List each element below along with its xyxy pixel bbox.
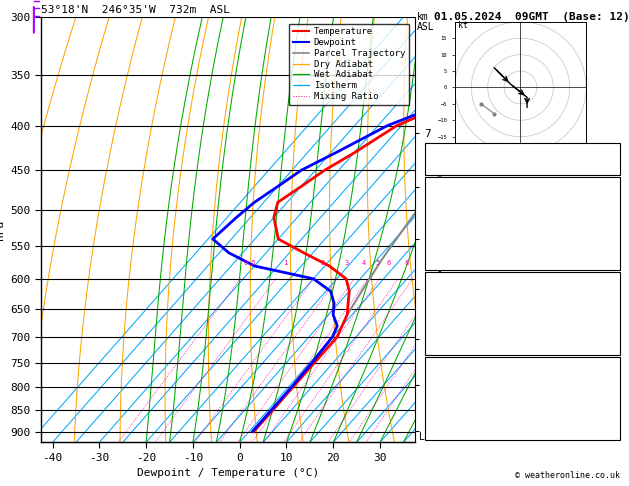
Legend: Temperature, Dewpoint, Parcel Trajectory, Dry Adiabat, Wet Adiabat, Isotherm, Mi: Temperature, Dewpoint, Parcel Trajectory… — [289, 24, 409, 104]
Text: StmDir: StmDir — [428, 386, 463, 396]
Text: 0: 0 — [611, 236, 616, 245]
Text: 4: 4 — [611, 301, 616, 311]
Text: Pressure (mb): Pressure (mb) — [428, 282, 504, 292]
Text: Lifted Index: Lifted Index — [428, 216, 498, 226]
Text: θₑ (K): θₑ (K) — [428, 292, 463, 301]
Text: ASL: ASL — [416, 22, 434, 32]
Text: 0.7: 0.7 — [599, 197, 616, 207]
Text: 0.8: 0.8 — [599, 187, 616, 197]
Text: kt: kt — [458, 21, 468, 31]
Text: 299: 299 — [599, 292, 616, 301]
Text: CIN (J): CIN (J) — [428, 321, 469, 330]
Text: 6: 6 — [386, 260, 391, 266]
Text: 74: 74 — [604, 377, 616, 386]
Text: 8: 8 — [611, 396, 616, 406]
Text: 1.07: 1.07 — [593, 165, 616, 174]
Text: StmSpd (kt): StmSpd (kt) — [428, 396, 493, 406]
Text: © weatheronline.co.uk: © weatheronline.co.uk — [515, 471, 620, 480]
Text: 1: 1 — [283, 260, 287, 266]
Y-axis label: Mixing Ratio (g/kg): Mixing Ratio (g/kg) — [437, 174, 447, 285]
Text: 5: 5 — [375, 260, 379, 266]
Text: km: km — [416, 12, 428, 22]
Text: 0: 0 — [611, 321, 616, 330]
Text: Dewp (°C): Dewp (°C) — [428, 197, 481, 207]
Y-axis label: hPa: hPa — [0, 220, 4, 240]
Text: 48: 48 — [604, 155, 616, 164]
Text: 20: 20 — [604, 144, 616, 154]
Text: 292: 292 — [599, 207, 616, 216]
Text: θₑ(K): θₑ(K) — [428, 207, 457, 216]
Text: K: K — [428, 144, 433, 154]
Text: Totals Totals: Totals Totals — [428, 155, 504, 164]
Text: PW (cm): PW (cm) — [428, 165, 469, 174]
Text: Hodograph: Hodograph — [496, 358, 548, 368]
Text: Surface: Surface — [501, 178, 543, 188]
Text: 4: 4 — [361, 260, 365, 266]
Text: CAPE (J): CAPE (J) — [428, 311, 475, 321]
Text: SREH: SREH — [428, 377, 451, 386]
Text: CAPE (J): CAPE (J) — [428, 226, 475, 236]
Text: Temp (°C): Temp (°C) — [428, 187, 481, 197]
Text: CIN (J): CIN (J) — [428, 236, 469, 245]
Text: 8: 8 — [405, 260, 409, 266]
Text: 01.05.2024  09GMT  (Base: 12): 01.05.2024 09GMT (Base: 12) — [433, 12, 629, 22]
Text: 103°: 103° — [593, 386, 616, 396]
Text: 0.5: 0.5 — [243, 260, 257, 266]
Text: Most Unstable: Most Unstable — [484, 273, 560, 283]
Text: 0: 0 — [611, 226, 616, 236]
X-axis label: Dewpoint / Temperature (°C): Dewpoint / Temperature (°C) — [137, 468, 319, 478]
Text: 3: 3 — [344, 260, 348, 266]
Text: EH: EH — [428, 367, 440, 377]
Text: LCL: LCL — [419, 432, 437, 442]
Text: 81: 81 — [604, 367, 616, 377]
Text: 9: 9 — [611, 216, 616, 226]
Text: 2: 2 — [321, 260, 325, 266]
Text: Lifted Index: Lifted Index — [428, 301, 498, 311]
Text: 53°18'N  246°35'W  732m  ASL: 53°18'N 246°35'W 732m ASL — [41, 5, 230, 15]
Text: 700: 700 — [599, 282, 616, 292]
Text: 0: 0 — [611, 311, 616, 321]
